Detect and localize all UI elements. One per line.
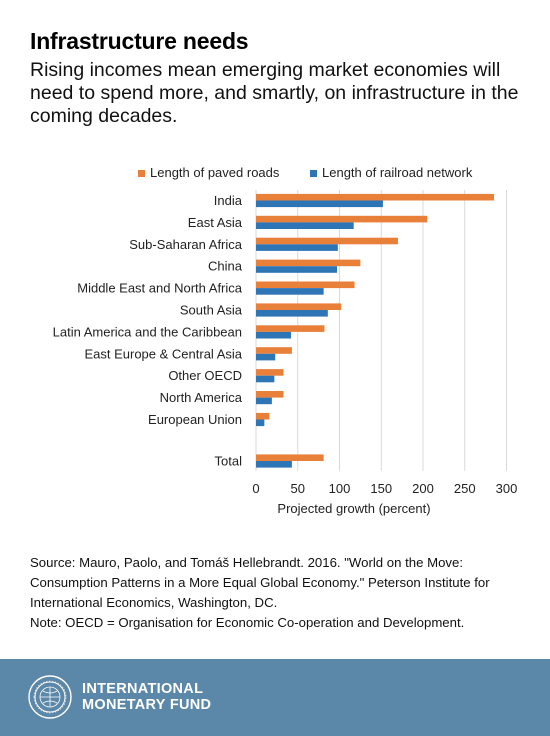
legend-swatch — [138, 170, 145, 177]
x-tick-label: 100 — [329, 481, 351, 496]
bar — [256, 369, 284, 376]
bar — [256, 412, 270, 420]
category-label: East Asia — [188, 215, 243, 230]
bar — [256, 222, 354, 229]
legend-swatch — [310, 170, 317, 177]
bar — [256, 391, 284, 398]
bar — [256, 461, 292, 468]
bar — [256, 303, 342, 310]
imf-seal-icon — [28, 675, 72, 719]
category-label: European Union — [148, 412, 242, 427]
bar — [256, 244, 338, 251]
bar — [256, 259, 361, 267]
org-name: INTERNATIONAL MONETARY FUND — [82, 681, 211, 713]
bar — [256, 288, 324, 295]
category-label: South Asia — [180, 303, 243, 318]
footer-bar: INTERNATIONAL MONETARY FUND — [0, 659, 550, 736]
org-name-line1: INTERNATIONAL — [82, 681, 204, 697]
bar — [256, 375, 275, 383]
category-label: Sub-Saharan Africa — [129, 237, 243, 252]
x-tick-label: 200 — [412, 481, 434, 496]
category-label: India — [214, 193, 243, 208]
category-label: Total — [215, 454, 243, 469]
category-label: East Europe & Central Asia — [84, 346, 242, 361]
bar — [256, 310, 328, 317]
bar — [256, 237, 398, 245]
bar — [256, 454, 324, 461]
bar — [256, 397, 272, 405]
category-label: Middle East and North Africa — [77, 281, 243, 296]
bar — [256, 419, 265, 427]
bar — [256, 266, 337, 273]
legend-label: Length of railroad network — [322, 165, 473, 180]
org-name-line2: MONETARY FUND — [82, 697, 212, 713]
x-tick-label: 50 — [291, 481, 305, 496]
bar — [256, 331, 292, 339]
category-label: China — [208, 259, 243, 274]
bar-chart: Length of paved roads Length of railroad … — [53, 165, 518, 516]
bar — [256, 200, 383, 208]
source-note: Note: OECD = Organisation for Economic C… — [30, 615, 465, 630]
category-label: Latin America and the Caribbean — [53, 324, 242, 339]
x-tick-label: 0 — [252, 481, 259, 496]
source-block: Source: Mauro, Paolo, and Tomáš Hellebra… — [30, 553, 530, 633]
x-tick-label: 300 — [496, 481, 518, 496]
x-tick-label: 250 — [454, 481, 476, 496]
bar — [256, 193, 494, 201]
x-tick-label: 150 — [370, 481, 392, 496]
x-axis-title: Projected growth (percent) — [277, 501, 430, 516]
category-label: North America — [160, 390, 243, 405]
bar — [256, 353, 276, 361]
bar — [256, 325, 325, 332]
bar — [256, 215, 428, 223]
chart-title: Infrastructure needs — [30, 28, 249, 54]
chart-subtitle: Rising incomes mean emerging market econ… — [30, 59, 519, 127]
source-text: Source: Mauro, Paolo, and Tomáš Hellebra… — [30, 555, 490, 610]
bar — [256, 281, 355, 289]
legend-label: Length of paved roads — [150, 165, 280, 180]
bar — [256, 347, 292, 354]
category-label: Other OECD — [168, 368, 242, 383]
